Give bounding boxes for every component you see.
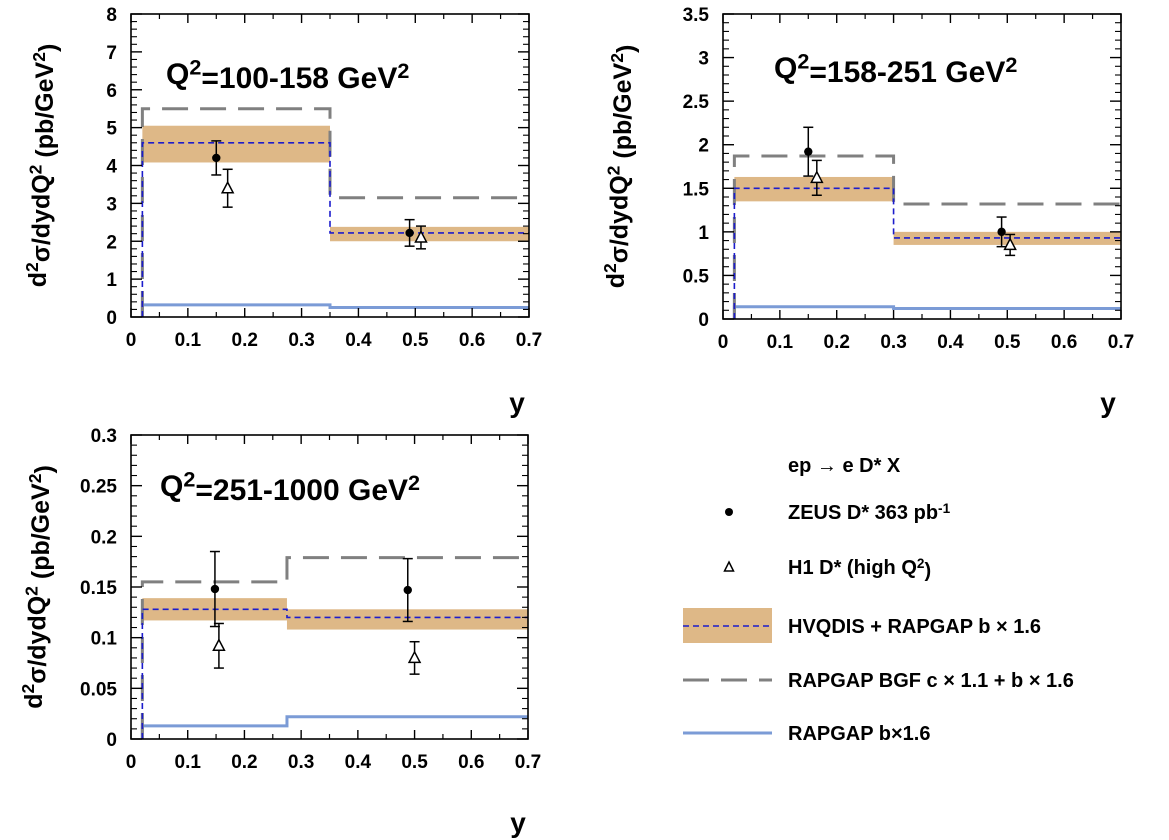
x-tick-label: 0.1 [175,752,202,773]
h1-point-1 [220,168,235,208]
zeus-point-2 [402,557,413,623]
x-axis-label: y [1100,387,1116,418]
x-tick-label: 0.6 [1051,332,1077,353]
y-axis-label: d2σ/dydQ2 (pb/GeV2) [18,465,58,709]
y-tick-label: 0.15 [80,578,117,599]
h1-point-1 [212,622,226,669]
x-tick-label: 0.5 [994,332,1021,353]
x-tick-label: 0.2 [232,330,258,351]
x-tick-label: 0 [126,330,137,351]
y-tick-label: 1.5 [683,179,710,200]
panel-3: 0 0.1 0.2 0.3 0.4 0.5 0.6 0.7 0 0.05 0.1 0.15 0.2 0.2… [18,426,541,838]
y-tick-label: 3.5 [683,5,710,26]
zeus-point-2 [996,216,1007,248]
hvqdis-line [141,608,528,739]
x-tick-label: 0.6 [458,752,484,773]
x-axis-label: y [510,807,526,838]
x-tick-label: 0.5 [402,330,429,351]
y-tick-label: 3 [698,49,709,70]
y-tick-label: 8 [106,5,117,26]
rapgap-b-line [140,715,528,739]
y-tick-label: 0.3 [91,426,117,447]
panel-1: 0 0.1 0.2 0.3 0.4 0.5 0.6 0.7 0 1 2 3 4 5 6 7 8 Q2=100-15… [22,5,542,418]
y-tick-label: 0.5 [683,266,710,287]
legend-process-label: ep → e D* X [788,455,901,477]
x-tick-label: 0.6 [459,330,485,351]
y-tick-label: 0 [106,308,117,329]
legend-hvqdis-label: HVQDIS + RAPGAP b × 1.6 [788,616,1041,638]
x-tick-label: 0 [126,752,137,773]
y-tick-label: 2 [698,136,709,157]
x-tick-label: 0.2 [231,752,257,773]
bgf-dashed-line [140,556,528,739]
y-tick-label: 0.2 [91,527,117,548]
x-tick-label: 0.3 [880,332,906,353]
y-axis-label: d2σ/dydQ2 (pb/GeV2) [600,45,640,289]
x-tick-label: 0.4 [345,752,372,773]
rapgap-b-line [732,305,1121,319]
y-tick-label: 1 [106,270,117,291]
x-tick-label: 0.7 [515,752,541,773]
x-tick-label: 0.5 [401,752,428,773]
y-tick-label: 0.25 [80,477,117,498]
y-tick-label: 0 [698,310,709,331]
h1-point-2 [1003,233,1017,257]
x-tick-label: 0.7 [516,330,542,351]
y-tick-label: 0.1 [91,629,118,650]
legend-h1-marker [723,560,735,572]
legend-zeus-label: ZEUS D* 363 pb-1 [788,501,951,524]
x-tick-label: 0.2 [824,332,850,353]
x-tick-label: 0.3 [288,330,314,351]
x-tick-label: 0.4 [345,330,372,351]
bgf-dashed-line [732,154,1121,319]
x-tick-label: 0.3 [288,752,314,773]
x-tick-label: 0.1 [767,332,794,353]
y-tick-label: 6 [106,81,117,102]
y-axis-label: d2σ/dydQ2 (pb/GeV2) [22,44,62,288]
y-tick-label: 0.05 [80,679,117,700]
x-axis-label: y [509,387,525,418]
zeus-point-1 [803,126,814,177]
rapgap-b-line [140,303,529,317]
hvqdis-band-bin-1 [142,125,330,163]
hvqdis-band-bin-2 [330,226,529,242]
h1-point-1 [810,159,824,197]
q2-range-label: Q2=251-1000 GeV2 [160,466,420,507]
zeus-point-1 [209,550,220,628]
h1-point-2 [407,640,422,675]
y-tick-label: 7 [106,43,117,64]
y-tick-label: 2.5 [683,92,710,113]
hvqdis-line [733,187,1121,319]
panel-2: 0 0.1 0.2 0.3 0.4 0.5 0.6 0.7 0 0.5 1 1.5 2 2.5 3 3.5 Q2… [600,5,1134,418]
zeus-point-1 [211,140,222,176]
legend-bgf-label: RAPGAP BGF c × 1.1 + b × 1.6 [788,670,1074,692]
hvqdis-line [141,141,529,317]
legend-h1-label: H1 D* (high Q2) [788,556,931,582]
q2-range-label: Q2=158-251 GeV2 [774,48,1017,89]
x-tick-label: 0 [718,332,729,353]
legend-rapgap-b-label: RAPGAP b×1.6 [788,723,930,745]
y-tick-label: 4 [106,157,117,178]
x-tick-label: 0.4 [937,332,964,353]
q2-range-label: Q2=100-158 GeV2 [166,54,409,95]
h1-point-2 [414,225,428,250]
y-tick-label: 0 [106,730,117,751]
x-tick-label: 0.7 [1108,332,1134,353]
y-tick-label: 2 [106,232,117,253]
x-tick-label: 0.1 [175,330,202,351]
zeus-point-2 [404,218,415,247]
legend-zeus-marker [725,508,733,516]
y-tick-label: 1 [698,223,709,244]
y-tick-label: 5 [106,119,117,140]
bgf-dashed-line [140,107,529,317]
y-tick-label: 3 [106,194,117,215]
legend: ep → e D* X ZEUS D* 363 pb-1 H1 D* (high Q… [683,455,1074,745]
